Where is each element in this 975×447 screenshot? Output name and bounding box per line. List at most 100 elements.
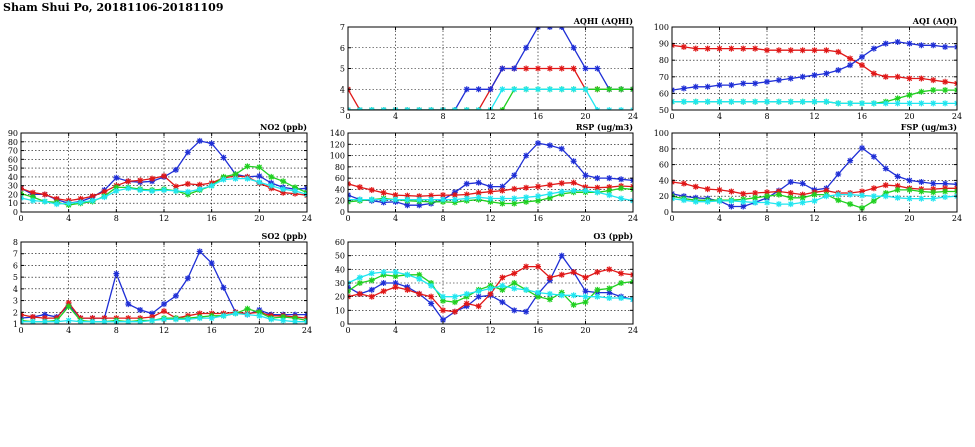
data-point bbox=[380, 280, 387, 286]
x-tick-label: 24 bbox=[302, 214, 312, 223]
data-point bbox=[172, 166, 179, 173]
data-point bbox=[280, 178, 287, 185]
data-point bbox=[380, 288, 387, 295]
data-point bbox=[606, 175, 613, 182]
data-point bbox=[870, 153, 877, 160]
data-point bbox=[487, 290, 494, 297]
data-point bbox=[256, 173, 263, 180]
data-point bbox=[368, 196, 375, 203]
data-point bbox=[680, 43, 687, 50]
data-point bbox=[918, 188, 925, 195]
data-point bbox=[847, 62, 854, 69]
data-point bbox=[835, 191, 842, 198]
x-tick-label: 20 bbox=[254, 214, 264, 223]
data-point bbox=[101, 315, 108, 322]
x-tick-label: 0 bbox=[669, 214, 674, 223]
data-point bbox=[475, 189, 482, 196]
data-point bbox=[775, 188, 782, 195]
data-point bbox=[692, 83, 699, 90]
y-tick-label: 40 bbox=[659, 176, 669, 185]
data-point bbox=[137, 187, 144, 194]
data-point bbox=[416, 193, 423, 200]
x-tick-label: 16 bbox=[857, 112, 867, 121]
data-point bbox=[416, 271, 423, 278]
data-point bbox=[823, 47, 830, 54]
data-point bbox=[606, 285, 613, 292]
data-point bbox=[692, 98, 699, 105]
x-tick-label: 8 bbox=[764, 214, 769, 223]
data-point bbox=[356, 196, 363, 203]
data-point bbox=[716, 98, 723, 105]
data-point bbox=[356, 290, 363, 297]
data-point bbox=[799, 194, 806, 201]
x-tick-label: 24 bbox=[628, 112, 638, 121]
data-point bbox=[125, 315, 132, 322]
series-group bbox=[348, 27, 633, 110]
data-point bbox=[799, 199, 806, 206]
data-point bbox=[859, 53, 865, 60]
y-tick-label: 20 bbox=[335, 293, 345, 302]
data-point bbox=[882, 73, 889, 80]
chart-fsp: 0 4 8 12 16 20 24 0 20 40 60 80 100 FSP (ug/m3) bbox=[654, 122, 962, 223]
data-point bbox=[380, 196, 387, 203]
data-point bbox=[77, 199, 84, 206]
data-point bbox=[499, 86, 506, 93]
y-tick-label: 100 bbox=[654, 23, 669, 32]
y-tick-label: 0 bbox=[340, 208, 345, 217]
y-tick-label: 50 bbox=[335, 252, 345, 261]
data-point bbox=[859, 188, 865, 195]
data-point bbox=[244, 175, 251, 182]
y-tick-label: 20 bbox=[8, 190, 18, 199]
data-point bbox=[942, 193, 949, 200]
y-tick-label: 100 bbox=[330, 152, 345, 161]
data-point bbox=[475, 86, 482, 93]
data-point bbox=[787, 178, 794, 185]
y-tick-label: 70 bbox=[8, 147, 18, 156]
data-point bbox=[428, 192, 435, 199]
data-point bbox=[582, 86, 589, 93]
data-point bbox=[716, 45, 723, 52]
data-point bbox=[546, 274, 553, 281]
data-point bbox=[416, 202, 423, 209]
data-point bbox=[244, 305, 251, 312]
data-point bbox=[906, 186, 913, 193]
data-point bbox=[870, 193, 877, 200]
data-point bbox=[692, 183, 699, 190]
data-point bbox=[811, 197, 818, 204]
data-point bbox=[752, 45, 759, 52]
y-tick-label: 100 bbox=[654, 129, 669, 138]
data-point bbox=[280, 313, 287, 320]
data-point bbox=[511, 280, 518, 286]
data-point bbox=[570, 292, 577, 299]
data-point bbox=[811, 98, 818, 105]
data-point bbox=[859, 62, 865, 69]
data-point bbox=[149, 175, 156, 182]
x-tick-label: 8 bbox=[440, 112, 445, 121]
data-point bbox=[942, 180, 949, 187]
data-point bbox=[523, 44, 530, 51]
y-tick-label: 5 bbox=[13, 273, 18, 282]
data-point bbox=[475, 303, 482, 310]
data-point bbox=[799, 47, 806, 54]
chart-title: NO2 (ppb) bbox=[260, 122, 307, 132]
data-point bbox=[440, 192, 446, 199]
data-point bbox=[392, 269, 399, 276]
data-point bbox=[292, 318, 299, 324]
data-point bbox=[546, 296, 553, 303]
data-point bbox=[511, 65, 518, 72]
data-point bbox=[511, 185, 518, 192]
data-point bbox=[870, 100, 877, 107]
x-tick-label: 20 bbox=[580, 214, 590, 223]
data-point bbox=[835, 100, 842, 107]
data-point bbox=[53, 201, 60, 208]
data-point bbox=[268, 316, 275, 323]
data-point bbox=[161, 173, 167, 180]
data-point bbox=[787, 190, 794, 197]
data-point bbox=[546, 190, 553, 197]
data-point bbox=[208, 140, 215, 147]
data-point bbox=[942, 188, 949, 195]
x-tick-label: 24 bbox=[302, 326, 312, 335]
data-point bbox=[775, 77, 782, 84]
